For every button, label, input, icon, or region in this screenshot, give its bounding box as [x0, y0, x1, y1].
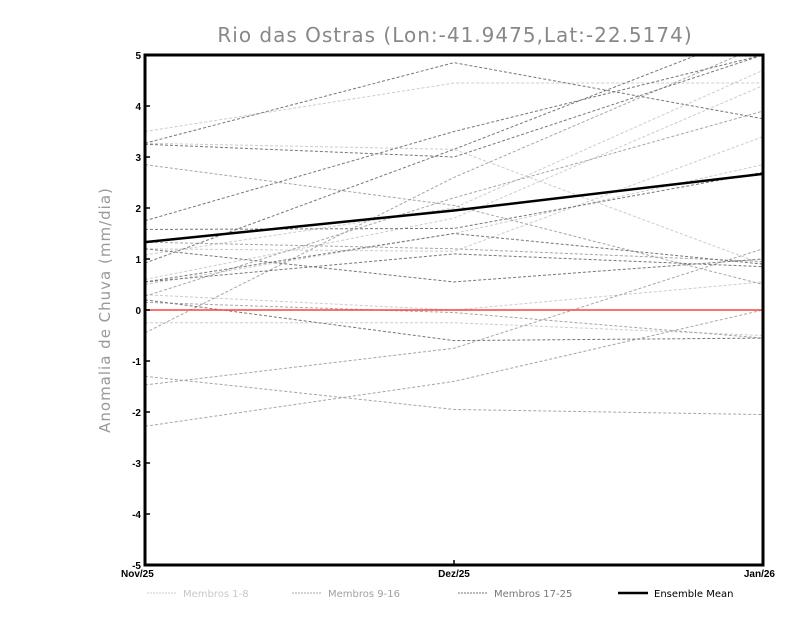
y-axis-label: Anomalia de Chuva (mm/dia) — [96, 187, 114, 433]
y-tick-label: 2 — [135, 204, 141, 215]
member-line-1 — [145, 82, 763, 132]
legend-label: Membros 17-25 — [494, 589, 572, 600]
member-lines — [145, 55, 763, 427]
legend-label: Membros 9-16 — [328, 589, 400, 600]
y-tick-label: -4 — [132, 510, 141, 521]
member-line-7 — [145, 322, 763, 336]
member-line-6 — [145, 281, 763, 311]
member-line-13 — [145, 375, 763, 416]
member-line-9 — [145, 164, 763, 285]
y-tick-label: 0 — [135, 306, 141, 317]
y-tick-label: -3 — [132, 459, 141, 470]
x-tick-label: Dez/25 — [438, 569, 470, 580]
y-tick-label: -1 — [132, 357, 141, 368]
member-line-15 — [145, 248, 763, 386]
member-line-10 — [145, 110, 763, 297]
member-line-19 — [145, 55, 763, 222]
member-line-17 — [145, 62, 763, 144]
y-tick-label: -2 — [132, 408, 141, 419]
legend: Membros 1-8 Membros 9-16 Membros 17-25 Ense… — [147, 589, 733, 600]
x-tick-label: Jan/26 — [744, 569, 776, 580]
member-line-20 — [145, 171, 763, 230]
y-tick-label: 3 — [135, 153, 141, 164]
chart-title: Rio das Ostras (Lon:-41.9475,Lat:-22.517… — [217, 23, 692, 47]
x-ticks: Nov/25 Dez/25 Jan/26 — [121, 560, 775, 580]
y-ticks: 5 4 3 2 1 0 -1 -2 -3 -4 -5 — [132, 51, 150, 572]
member-line-14 — [145, 309, 763, 427]
y-tick-label: -5 — [132, 561, 141, 572]
member-line-11 — [145, 55, 741, 334]
member-line-2 — [145, 142, 763, 265]
member-line-24 — [145, 248, 763, 283]
member-line-25 — [145, 232, 763, 283]
member-line-16 — [145, 241, 763, 263]
member-line-4 — [145, 85, 763, 280]
y-tick-label: 1 — [135, 255, 141, 266]
x-tick-label: Nov/25 — [121, 569, 154, 580]
member-line-18 — [145, 55, 763, 158]
legend-label: Membros 1-8 — [183, 589, 249, 600]
member-line-21 — [145, 55, 699, 264]
legend-label: Ensemble Mean — [654, 589, 733, 600]
ensemble-mean-line — [144, 172, 764, 244]
y-tick-label: 4 — [135, 102, 141, 113]
member-line-22 — [145, 253, 763, 283]
member-line-3 — [145, 69, 763, 256]
y-tick-label: 5 — [135, 51, 141, 62]
member-line-12 — [145, 301, 763, 339]
member-line-23 — [145, 299, 763, 342]
